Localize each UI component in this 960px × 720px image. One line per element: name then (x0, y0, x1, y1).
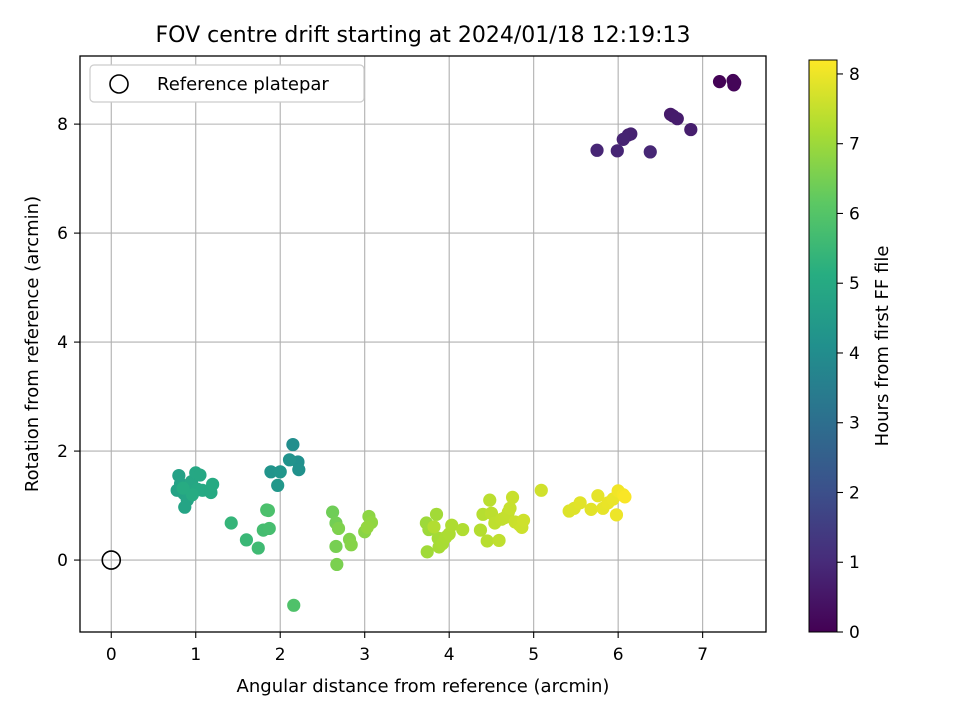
data-point (618, 490, 632, 504)
gridlines (80, 56, 766, 632)
data-point (420, 545, 434, 559)
data-point (427, 520, 441, 534)
colorbar-tick-label: 0 (849, 623, 860, 643)
y-tick-label: 0 (57, 551, 68, 571)
data-point (185, 488, 199, 502)
colorbar-tick-label: 6 (849, 204, 860, 224)
data-point (224, 516, 238, 530)
data-point (483, 493, 497, 507)
colorbar-label: Hours from first FF file (872, 246, 893, 447)
x-tick-label: 7 (697, 645, 708, 665)
data-point (292, 463, 306, 477)
reference-platepar-marker (101, 550, 122, 570)
data-point (473, 523, 488, 537)
data-point (251, 541, 265, 555)
data-point (684, 122, 698, 137)
data-point (616, 132, 630, 146)
data-point (331, 521, 346, 536)
data-point (573, 496, 587, 510)
data-point (643, 145, 657, 159)
data-point (429, 507, 444, 521)
data-point (262, 521, 276, 536)
data-point (193, 468, 207, 482)
data-point (516, 513, 531, 527)
data-point (264, 465, 278, 479)
y-tick-label: 4 (57, 333, 68, 353)
data-point (590, 143, 604, 157)
colorbar-tick-label: 2 (849, 483, 860, 503)
data-point (360, 520, 374, 534)
legend: Reference platepar (89, 64, 365, 103)
x-tick-label: 4 (444, 645, 455, 665)
chart-title: FOV centre drift starting at 2024/01/18 … (156, 23, 691, 48)
data-point (492, 533, 506, 548)
data-point (480, 534, 494, 548)
x-tick-label: 6 (613, 645, 624, 665)
data-point (670, 112, 684, 126)
x-axis-label: Angular distance from reference (arcmin) (237, 676, 610, 697)
data-point (286, 437, 300, 452)
data-point (610, 144, 624, 158)
x-tick-label: 5 (528, 645, 539, 665)
data-point (330, 557, 344, 572)
x-tick-label: 2 (275, 645, 286, 665)
data-point (503, 501, 517, 515)
data-point (584, 502, 598, 516)
data-point (505, 490, 520, 505)
x-tick-label: 1 (190, 645, 201, 665)
data-point (273, 465, 287, 479)
data-point (287, 598, 301, 612)
legend-entry-reference-platepar: Reference platepar (157, 74, 329, 95)
y-tick-label: 2 (57, 442, 68, 462)
data-point (176, 481, 190, 495)
data-point (326, 505, 340, 519)
data-point (261, 503, 275, 518)
legend-marker-icon (109, 74, 129, 94)
colorbar-tick-label: 7 (849, 135, 860, 155)
colorbar-tick-label: 4 (849, 344, 860, 364)
data-point (445, 518, 459, 532)
colorbar-gradient (808, 59, 838, 633)
plot-frame (79, 55, 767, 633)
x-tick-label: 3 (359, 645, 370, 665)
colorbar-tick-label: 1 (849, 553, 860, 573)
data-point (456, 522, 470, 537)
data-point (344, 538, 358, 552)
data-point (178, 500, 192, 514)
data-points (170, 73, 742, 612)
data-point (728, 76, 742, 90)
data-point (239, 533, 254, 547)
legend-box (89, 64, 365, 103)
data-point (591, 489, 605, 503)
data-point (609, 508, 624, 522)
colorbar-tick-label: 3 (849, 414, 860, 434)
y-axis-label: Rotation from reference (arcmin) (22, 196, 43, 492)
y-axis-ticks: 0 2 4 6 8 (57, 115, 80, 571)
data-point (712, 75, 727, 89)
colorbar: 0 1 2 3 4 5 6 7 8 Hours from first FF file (808, 59, 893, 643)
data-point (271, 478, 285, 493)
x-tick-label: 0 (106, 645, 117, 665)
colorbar-tick-label: 8 (849, 65, 860, 85)
colorbar-ticks: 0 1 2 3 4 5 6 7 8 (837, 65, 860, 643)
x-axis-ticks: 0 1 2 3 4 5 6 7 (106, 632, 708, 665)
data-point (282, 453, 297, 467)
data-point (534, 483, 548, 497)
data-point (329, 539, 343, 554)
data-point (206, 477, 220, 491)
y-tick-label: 6 (57, 224, 68, 244)
colorbar-tick-label: 5 (849, 274, 860, 294)
y-tick-label: 8 (57, 115, 68, 135)
